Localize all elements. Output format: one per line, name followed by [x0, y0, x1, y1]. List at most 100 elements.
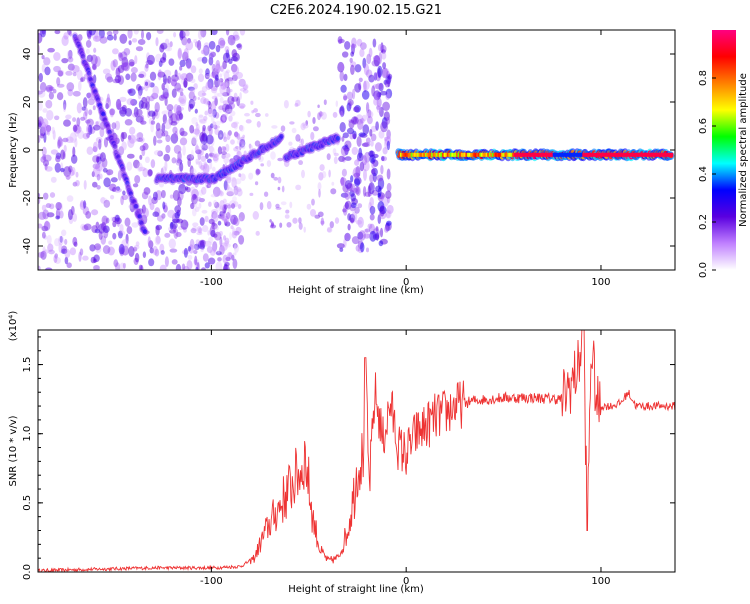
spectrogram-cell — [154, 235, 161, 246]
spectrogram-cell — [211, 95, 218, 100]
spectrogram-cell — [369, 205, 376, 215]
spectrogram-cell — [347, 223, 351, 231]
spectrogram-cell — [211, 211, 218, 219]
spectrogram-cell — [62, 103, 67, 113]
spectrogram-cell — [367, 109, 372, 118]
spectrogram-cell — [350, 43, 357, 49]
spectrogram-cell — [386, 168, 391, 180]
spectrogram-cell — [193, 83, 198, 90]
spectrogram-cell — [230, 56, 238, 62]
spectrogram-cell — [386, 220, 392, 226]
spectrogram-cell — [162, 87, 169, 99]
spectrogram-cell — [46, 212, 55, 218]
spectrogram-cell — [222, 70, 227, 77]
spectrogram-cell — [135, 46, 144, 52]
spectrogram-cell — [207, 100, 211, 106]
spectrogram-cell — [363, 80, 370, 91]
spectrogram-cell — [218, 105, 225, 110]
spectrogram-cell — [70, 205, 75, 216]
spectrogram-cell — [44, 220, 49, 228]
spectrogram-cell — [231, 122, 238, 129]
spectrogram-cell — [351, 37, 357, 48]
spectrogram-cell — [280, 201, 287, 206]
spectrogram-cell — [170, 78, 178, 87]
spectrogram-cell — [207, 125, 212, 132]
spectrogram-cell — [382, 147, 388, 155]
spectrogram-cell — [219, 73, 223, 78]
spectrogram-cell — [66, 262, 72, 269]
spectrogram-cell — [72, 236, 78, 246]
x-tick-label: -100 — [200, 576, 223, 587]
spectrogram-cell — [92, 166, 101, 178]
spectrogram-cell — [67, 63, 75, 71]
spectrogram-cell — [233, 217, 237, 225]
y-tick-label: -20 — [22, 190, 33, 206]
spectrogram-cell — [214, 97, 218, 106]
spectrogram-cell — [194, 145, 200, 154]
spectrogram-cell — [312, 126, 319, 132]
spectrogram-cell — [259, 202, 264, 211]
spectrogram-cell — [319, 164, 325, 172]
spectrogram-cell — [113, 259, 119, 267]
spectrogram-cell — [133, 134, 139, 143]
spectrogram-cell — [98, 30, 105, 39]
spectrogram-cell — [80, 54, 86, 59]
spectrogram-cell — [201, 92, 207, 96]
spectrogram-cell — [191, 244, 198, 254]
spectrogram-cell — [116, 186, 121, 191]
spectrogram-cell — [183, 48, 189, 58]
spectrogram-cell — [207, 78, 214, 90]
spectrogram-cell — [344, 234, 350, 240]
spectrogram-cell — [338, 38, 345, 44]
spectrogram-cell — [121, 131, 128, 140]
spectrogram-cell — [53, 65, 61, 73]
spectrogram-cell — [326, 227, 333, 233]
spectrogram-cell — [193, 38, 198, 44]
spectrogram-cell — [197, 30, 203, 40]
spectrogram-cell — [232, 258, 238, 269]
spectrogram-cell — [63, 99, 67, 110]
spectrogram-cell — [126, 98, 135, 106]
spectrogram-cell — [295, 184, 302, 191]
spectrogram-cell — [167, 75, 172, 84]
spectrogram-cell — [95, 121, 99, 126]
spectrogram-cell — [338, 155, 346, 163]
spectrogram-cell — [222, 60, 227, 70]
spectrogram-cell — [270, 221, 274, 228]
spectrogram-cell — [369, 197, 374, 208]
spectrogram-cell — [241, 141, 246, 147]
spectrogram-cell — [170, 121, 178, 126]
spectrogram-cell — [40, 156, 47, 163]
snr-y-label: SNR (10 * v/v) — [8, 415, 19, 486]
spectrogram-cell — [142, 207, 149, 219]
spectrogram-cell — [233, 243, 237, 251]
spectrogram-cell — [309, 209, 317, 217]
spectrogram-cell — [134, 55, 138, 65]
spectrogram-cell — [92, 35, 101, 42]
spectrogram-cell — [42, 246, 46, 255]
spectrogram-cell — [348, 118, 355, 124]
spectrogram-cell — [56, 77, 61, 86]
spectrogram-cell — [214, 64, 219, 70]
spectrogram-cell — [213, 153, 218, 159]
spectrogram-cell — [233, 147, 238, 152]
spectrogram-cell — [229, 110, 236, 117]
spectrogram-cell — [356, 152, 364, 162]
spectrogram-cell — [203, 240, 212, 247]
y-tick-label: 20 — [22, 96, 33, 109]
spectrogram-cell — [239, 125, 245, 132]
spectrogram-cell — [112, 59, 118, 68]
spectrogram-cell — [225, 110, 229, 116]
spectrogram-cell — [303, 226, 306, 233]
spectrogram-cell — [150, 120, 156, 125]
spectrogram-cell — [195, 158, 200, 165]
spectrogram-cell — [359, 42, 367, 50]
spectrogram-cell — [156, 139, 163, 144]
spectrogram-cell — [149, 202, 155, 211]
spectrogram-cell — [62, 151, 66, 160]
spectrogram-cell — [108, 240, 113, 245]
spectrogram-cell — [359, 242, 365, 253]
spectrogram-cell — [73, 241, 78, 247]
spectrogram-cell — [55, 152, 62, 160]
spectrogram-cell — [168, 58, 175, 66]
